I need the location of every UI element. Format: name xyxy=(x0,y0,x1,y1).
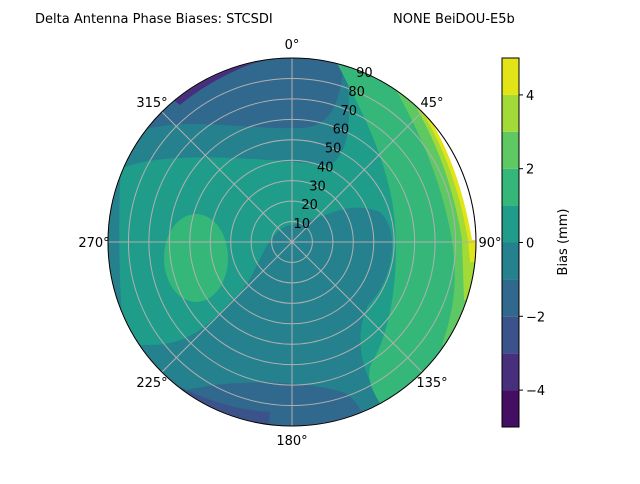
colorbar-band xyxy=(502,390,519,427)
radial-tick-label: 50 xyxy=(325,142,342,157)
radial-tick-label: 10 xyxy=(294,217,311,232)
theta-tick-labels: 0° 45° 90° 135° 180° 225° 270° 315° xyxy=(78,38,501,449)
colorbar-band xyxy=(502,279,519,317)
colorbar-tick-label: 2 xyxy=(526,163,534,178)
grid-radial-line xyxy=(161,241,293,373)
radial-tick-label: 40 xyxy=(317,160,334,175)
radial-tick-labels: 10 20 30 40 50 60 70 80 90 xyxy=(294,66,373,232)
colorbar-tick-label: 0 xyxy=(526,237,534,252)
theta-tick-label: 225° xyxy=(136,376,167,391)
grid-radial-line xyxy=(291,241,423,373)
colorbar-band xyxy=(502,316,519,354)
polar-grid xyxy=(107,57,477,427)
colorbar-tick-label: −2 xyxy=(526,310,545,325)
polar-frame xyxy=(107,57,477,427)
theta-tick-label: 0° xyxy=(285,38,300,53)
theta-tick-label: 270° xyxy=(78,236,109,251)
chart-title-left: Delta Antenna Phase Biases: STCSDI xyxy=(35,12,273,27)
colorbar-tick-label: −4 xyxy=(526,384,545,399)
contour-band-1-2-blob xyxy=(164,214,228,302)
colorbar-band xyxy=(502,242,519,280)
radial-tick-label: 90 xyxy=(356,66,373,81)
colorbar-band xyxy=(502,353,519,391)
theta-tick-label: 135° xyxy=(416,376,447,391)
colorbar-label: Bias (mm) xyxy=(556,209,571,276)
radial-tick-label: 80 xyxy=(348,85,365,100)
chart-title-right: NONE BeiDOU-E5b xyxy=(393,12,515,27)
grid-radial-line xyxy=(161,111,293,243)
radial-tick-label: 70 xyxy=(340,104,357,119)
grid-radial-line xyxy=(291,111,423,243)
theta-tick-label: 180° xyxy=(276,434,307,449)
colorbar: −4 −2 0 2 4 xyxy=(501,57,545,428)
colorbar-band xyxy=(502,131,519,169)
theta-tick-label: 45° xyxy=(420,96,443,111)
radial-tick-label: 20 xyxy=(301,198,318,213)
theta-tick-label: 90° xyxy=(478,236,501,251)
colorbar-tick-label: 4 xyxy=(526,89,534,104)
radial-tick-label: 30 xyxy=(309,179,326,194)
colorbar-band xyxy=(502,94,519,132)
colorbar-band xyxy=(502,205,519,243)
colorbar-band xyxy=(502,58,519,95)
radial-tick-label: 60 xyxy=(333,123,350,138)
theta-tick-label: 315° xyxy=(136,96,167,111)
contour-band-neg1-0-left-edge xyxy=(108,150,124,350)
colorbar-band xyxy=(502,168,519,206)
